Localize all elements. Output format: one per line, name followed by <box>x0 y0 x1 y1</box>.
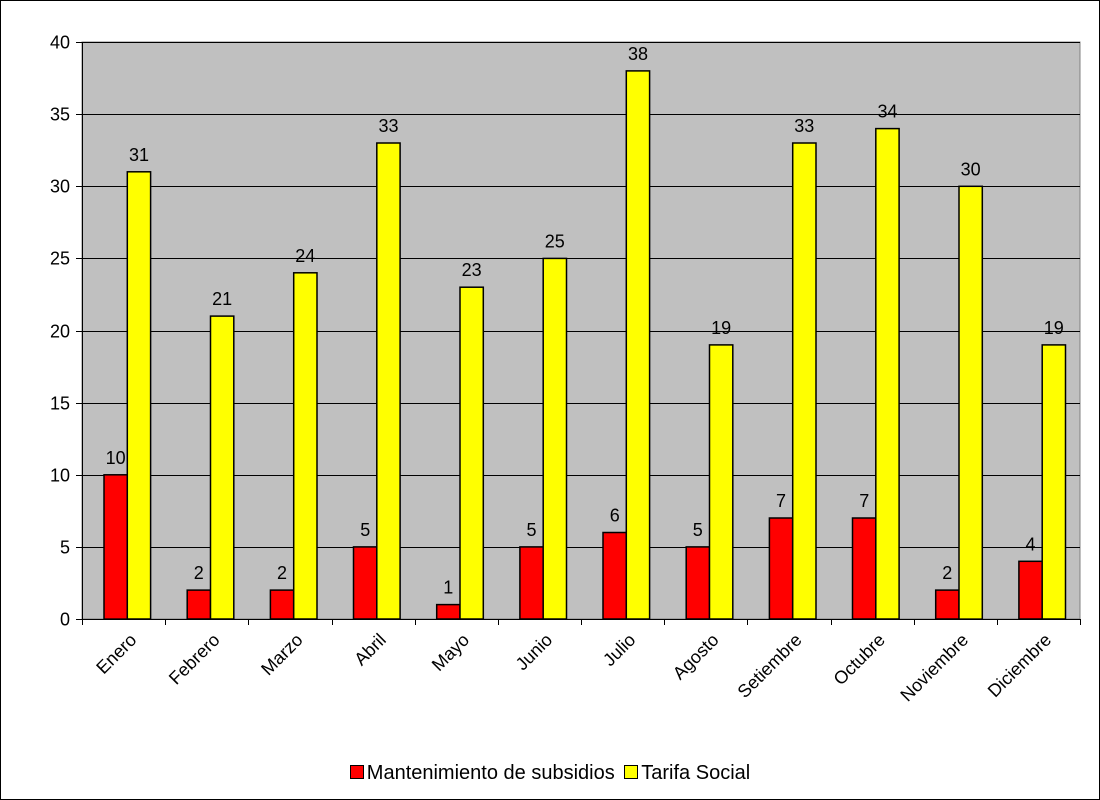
y-tick-label: 40 <box>50 33 70 53</box>
plot-area <box>81 41 1081 620</box>
data-label: 33 <box>794 116 814 136</box>
data-label: 7 <box>859 491 869 511</box>
data-label: 38 <box>628 44 648 64</box>
data-label: 31 <box>129 145 149 165</box>
bar-tarifa-social <box>376 142 401 620</box>
data-label: 19 <box>1044 318 1064 338</box>
y-tick-label: 20 <box>50 322 70 342</box>
bar-tarifa-social <box>126 171 152 620</box>
data-label: 1 <box>443 578 453 598</box>
bars <box>103 70 1067 620</box>
bar-mantenimiento <box>435 603 461 620</box>
legend-label-mantenimiento: Mantenimiento de subsidios <box>366 761 615 784</box>
bar-tarifa-social <box>292 272 318 620</box>
bar-mantenimiento <box>103 474 129 620</box>
bar-mantenimiento <box>186 589 212 620</box>
x-tick-label: Octubre <box>830 630 889 689</box>
bar-tarifa-social <box>459 286 485 620</box>
bar-tarifa-social <box>875 127 900 620</box>
y-tick-label: 0 <box>60 610 70 630</box>
x-tick-label: Agosto <box>669 630 723 684</box>
y-tick-label: 35 <box>50 105 70 125</box>
bar-mantenimiento <box>269 589 295 620</box>
data-label: 21 <box>212 289 232 309</box>
bar-mantenimiento <box>352 546 378 620</box>
data-label: 6 <box>610 506 620 526</box>
bar-mantenimiento <box>1018 560 1043 620</box>
data-label: 30 <box>961 159 981 179</box>
x-tick-label: Mayo <box>428 630 473 675</box>
bar-mantenimiento <box>934 589 960 620</box>
bar-tarifa-social <box>1041 344 1067 620</box>
data-label: 5 <box>693 520 703 540</box>
bar-mantenimiento <box>768 517 794 620</box>
gridlines <box>82 42 1080 548</box>
data-labels: 10 31 2 21 2 24 5 33 1 23 5 25 6 38 5 19 7 33 7 34 2 30 4 19 <box>106 44 1064 598</box>
x-tick-label: Enero <box>92 630 140 678</box>
bar-tarifa-social <box>791 142 817 620</box>
x-tick-label: Marzo <box>257 630 307 680</box>
x-tick-label: Febrero <box>165 630 224 689</box>
x-tick-label: Diciembre <box>984 630 1055 701</box>
bar-tarifa-social <box>958 185 984 620</box>
bar-tarifa-social <box>625 70 651 620</box>
data-label: 4 <box>1025 534 1035 554</box>
data-label: 23 <box>462 260 482 280</box>
data-label: 19 <box>711 318 731 338</box>
y-tick-label: 5 <box>60 538 70 558</box>
bar-tarifa-social <box>708 344 734 620</box>
data-label: 7 <box>776 491 786 511</box>
y-tick-label: 25 <box>50 249 70 269</box>
data-label: 2 <box>277 563 287 583</box>
x-tick-label: Setiembre <box>734 630 806 702</box>
data-label: 24 <box>295 246 315 266</box>
data-label: 10 <box>106 448 126 468</box>
bar-mantenimiento <box>519 546 544 620</box>
x-tick-label: Noviembre <box>896 630 972 706</box>
bar-mantenimiento <box>851 517 877 620</box>
legend-swatch-red <box>349 765 364 780</box>
x-tick-label: Junio <box>512 630 557 675</box>
y-axis: 0 5 10 15 20 25 30 35 40 <box>50 33 83 630</box>
legend-item-tarifa-social: Tarifa Social <box>624 761 750 785</box>
legend: Mantenimiento de subsidios Tarifa Social <box>0 760 1100 785</box>
legend-label-tarifa-social: Tarifa Social <box>641 761 751 784</box>
bar-mantenimiento <box>685 546 711 620</box>
x-axis: Enero Febrero Marzo Abril Mayo Junio Julio Agos… <box>82 619 1081 705</box>
x-tick-label: Abril <box>350 630 390 670</box>
legend-swatch-yellow <box>624 765 639 780</box>
data-label: 5 <box>360 520 370 540</box>
bar-mantenimiento <box>602 531 628 620</box>
data-label: 5 <box>526 520 536 540</box>
bar-tarifa-social <box>209 315 235 620</box>
y-tick-label: 15 <box>50 394 70 414</box>
data-label: 2 <box>942 563 952 583</box>
x-tick-label: Julio <box>599 630 639 670</box>
y-tick-label: 10 <box>50 466 70 486</box>
y-tick-label: 30 <box>50 177 70 197</box>
data-label: 34 <box>877 102 897 122</box>
data-label: 25 <box>545 231 565 251</box>
data-label: 33 <box>378 116 398 136</box>
legend-item-mantenimiento: Mantenimiento de subsidios <box>349 761 615 785</box>
bar-tarifa-social <box>542 257 568 620</box>
data-label: 2 <box>194 563 204 583</box>
